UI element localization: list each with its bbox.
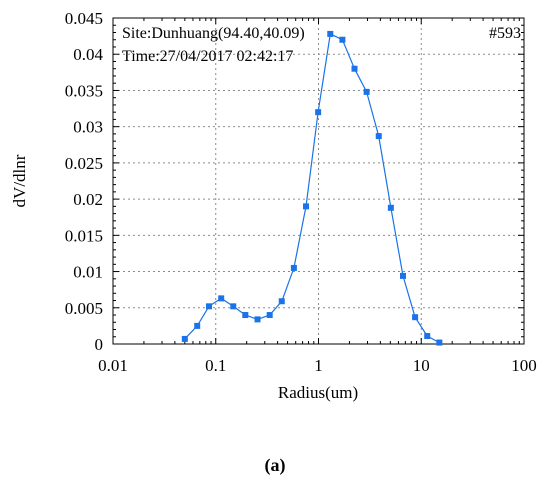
data-point-marker bbox=[436, 339, 443, 346]
x-tick-label: 100 bbox=[511, 356, 537, 375]
data-point-marker bbox=[278, 298, 285, 305]
tick-marks bbox=[112, 17, 525, 345]
data-point-marker bbox=[387, 204, 394, 211]
y-tick-label: 0.035 bbox=[65, 81, 103, 100]
data-point-marker bbox=[363, 88, 370, 95]
data-point-marker bbox=[181, 335, 188, 342]
caption-text: (a) bbox=[264, 455, 286, 475]
y-axis-label: dV/dlnr bbox=[10, 154, 29, 207]
y-tick-label: 0.025 bbox=[65, 154, 103, 173]
data-point-marker bbox=[424, 333, 431, 340]
site-annotation: Site:Dunhuang(94.40,40.09) bbox=[122, 25, 305, 42]
data-point-marker bbox=[399, 272, 406, 279]
id-annotation: #593 bbox=[489, 25, 521, 42]
data-point-marker bbox=[290, 264, 297, 271]
series-line bbox=[184, 33, 440, 344]
x-tick-label: 0.1 bbox=[205, 356, 226, 375]
grid bbox=[113, 18, 524, 344]
y-tick-label: 0.04 bbox=[73, 45, 103, 64]
data-point-marker bbox=[375, 133, 382, 140]
data-point-marker bbox=[303, 203, 310, 210]
data-point-marker bbox=[412, 314, 419, 321]
y-tick-label: 0.005 bbox=[65, 299, 103, 318]
data-point-marker bbox=[254, 316, 261, 323]
figure-caption: (a) bbox=[0, 455, 550, 476]
data-point-marker bbox=[230, 303, 237, 310]
data-point-marker bbox=[206, 303, 213, 310]
data-point-marker bbox=[315, 109, 322, 116]
series-line-group bbox=[181, 30, 443, 346]
y-tick-label: 0.045 bbox=[65, 9, 103, 28]
y-tick-label: 0.015 bbox=[65, 226, 103, 245]
y-tick-label: 0 bbox=[95, 335, 104, 354]
y-tick-label: 0.03 bbox=[73, 118, 103, 137]
data-point-marker bbox=[218, 295, 225, 302]
data-point-marker bbox=[194, 322, 201, 329]
x-axis-label: Radius(um) bbox=[278, 383, 358, 402]
y-tick-label: 0.02 bbox=[73, 190, 103, 209]
x-tick-labels: 0.01 0.1 1 10 100 bbox=[98, 356, 537, 375]
data-point-marker bbox=[327, 30, 334, 37]
data-point-marker bbox=[339, 36, 346, 43]
time-annotation: Time:27/04/2017 02:42:17 bbox=[122, 48, 293, 65]
data-point-marker bbox=[266, 312, 273, 319]
x-tick-label: 10 bbox=[413, 356, 430, 375]
data-point-marker bbox=[351, 65, 358, 72]
x-tick-label: 0.01 bbox=[98, 356, 128, 375]
plot-area-frame bbox=[112, 17, 525, 345]
y-tick-label: 0.01 bbox=[73, 263, 103, 282]
x-tick-label: 1 bbox=[314, 356, 323, 375]
y-tick-labels: 0 0.005 0.01 0.015 0.02 0.025 0.03 0.035 0.04 0.0… bbox=[65, 9, 104, 354]
data-point-marker bbox=[242, 312, 249, 319]
